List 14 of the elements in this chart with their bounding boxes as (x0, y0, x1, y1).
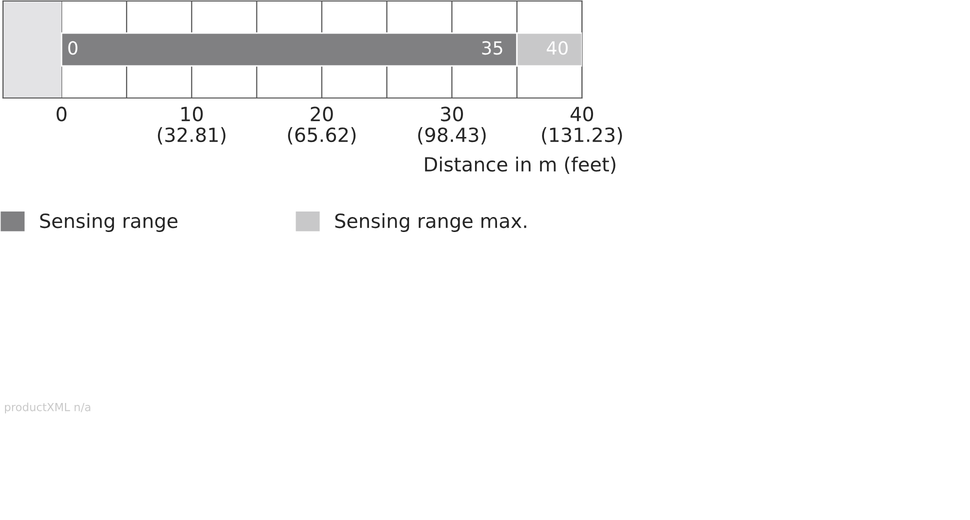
x2-tick-label: (32.81) (158, 127, 226, 144)
x2-tick-label: (65.62) (288, 127, 356, 144)
x-tick-label: 30 (441, 106, 463, 122)
legend-label: Sensing range (40, 213, 178, 232)
x2-tick-label: (98.43) (418, 127, 486, 144)
x2-tick-label: (131.23) (542, 127, 622, 144)
annotation: 0 (68, 41, 78, 55)
x-tick-label: 0 (56, 106, 66, 122)
x-axis-title: Distance in m (feet) (425, 156, 616, 174)
x-tick-label: 20 (310, 106, 333, 122)
legend-label: Sensing range max. (335, 213, 526, 232)
x-tick-label: 40 (570, 106, 594, 122)
x-tick-label: 10 (181, 106, 203, 122)
data-label: 35 (482, 41, 502, 55)
